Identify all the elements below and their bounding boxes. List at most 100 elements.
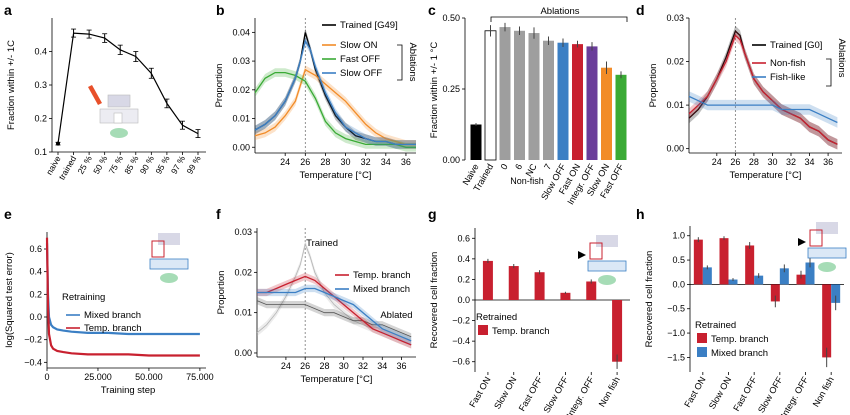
bar [557,42,569,160]
x-tick-label: Slow ON [707,375,733,411]
x-tick-label: 28 [319,361,329,371]
legend-swatch [697,333,707,343]
legend-group-label: Ablations [836,38,847,77]
y-tick-label: 0.02 [234,267,252,277]
x-tick-label: 90 % [138,154,157,176]
bar [514,30,525,161]
x-tick-label: 32 [786,157,796,167]
legend-label: Mixed branch [711,348,768,359]
x-tick-label: 32 [358,361,368,371]
panel-letter-a: a [4,2,12,18]
y-tick-label: 0.02 [232,85,250,95]
panel-letter-h: h [636,206,645,222]
legend-label: Fish-like [770,72,805,83]
y-axis-label: Fraction within +/- 1 °C [429,42,440,139]
legend-label: Temp. branch [353,270,411,281]
y-tick-label: −1.5 [667,352,685,362]
x-axis-label: Temperature [°C] [301,374,373,385]
y-axis-label: Fraction within +/- 1C [6,40,17,130]
subgroup-label: Non-fish [510,176,544,186]
x-tick-label: 34 [381,157,391,167]
x-tick-label: 28 [320,157,330,167]
annotation-trained: Trained [306,238,338,249]
network-schematic-a [88,85,139,138]
panel-d: 0.00 0.01 0.02 0.03 24 26 28 30 32 34 36 Proportion… [648,13,847,181]
x-tick-label: 36 [397,361,407,371]
x-tick-label: Fast ON [682,375,707,409]
y-tick-label: −0.5 [667,304,685,314]
y-tick-label: 0.2 [34,114,47,124]
series-line [688,34,838,145]
bar [601,67,612,160]
y-tick-label: 0.00 [232,142,250,152]
legend-swatch [478,325,488,335]
series-line [256,300,412,338]
series-band [257,240,412,349]
x-tick-label: 0 [499,162,510,171]
bar [796,274,806,285]
y-tick-label: 0.01 [232,114,250,124]
y-tick-label: 0.03 [666,13,684,23]
panel-f: 0.00 0.01 0.02 0.03 24 26 28 30 32 34 36 Proportion… [216,227,416,385]
x-tick-label: 32 [361,157,371,167]
y-tick-label: 0.0 [29,312,42,322]
y-tick-label: 0.4 [457,254,470,264]
bar [745,245,755,285]
bar [779,268,789,285]
series-band [255,65,416,149]
x-tick-label: 24 [712,157,722,167]
x-tick-label: Slow OFF [541,375,570,415]
x-tick-label: 6 [513,162,524,171]
y-tick-label: −0.2 [452,316,470,326]
bar [470,124,482,160]
legend-label: Slow OFF [340,68,382,79]
y-tick-label: 0.6 [457,233,470,243]
x-tick-label: 0 [44,372,49,382]
y-tick-label: 0.00 [666,144,684,154]
x-tick-label: 50 % [91,154,110,176]
x-tick-label: 30 [767,157,777,167]
y-tick-label: 0.4 [34,47,47,57]
bar [543,40,554,160]
x-axis-label: Training step [101,385,156,396]
series-band [257,272,412,349]
bar [560,292,571,300]
bar [831,284,841,303]
bar [586,46,598,160]
bar [508,266,519,300]
y-axis-label: Recovered cell fraction [644,251,655,348]
y-tick-label: 0.02 [666,57,684,67]
x-tick-label: 95 % [153,154,172,176]
legend-label: Slow ON [340,40,378,51]
legend-label: Trained [G0] [770,40,822,51]
y-tick-label: 0.1 [34,147,47,157]
y-tick-label: 0.2 [457,274,470,284]
x-tick-label: 75 % [107,154,126,176]
legend-label: Mixed branch [353,284,410,295]
y-tick-label: 0.0 [672,279,685,289]
series-line [254,71,416,148]
legend-swatch [697,347,707,357]
x-tick-label: 34 [805,157,815,167]
x-tick-label: 26 [300,361,310,371]
x-tick-label: Fast OFF [731,375,759,413]
y-axis-label: log(Squared test error) [4,252,15,348]
series-line [45,243,200,336]
x-tick-label: 97 % [169,154,188,176]
legend-bracket [826,58,832,87]
legend-title: Retrained [476,312,517,323]
x-tick-label: 30 [339,361,349,371]
bar [702,267,712,285]
x-tick-label: Slow OFF [756,375,785,415]
series-line [254,68,416,146]
y-tick-label: 0.5 [672,255,685,265]
panel-e: −0.4 −0.2 0.0 0.2 0.4 0.6 0 25.000 50.000 75.000 l… [4,232,214,396]
x-tick-label: 50.000 [135,372,163,382]
bar [728,279,738,285]
x-axis-label: Temperature [°C] [730,170,802,181]
x-tick-label: Non fish [597,375,622,409]
y-tick-label: 0.2 [29,289,42,299]
x-tick-label: 34 [377,361,387,371]
x-tick-label: 99 % [184,154,203,176]
series-band [689,91,838,128]
